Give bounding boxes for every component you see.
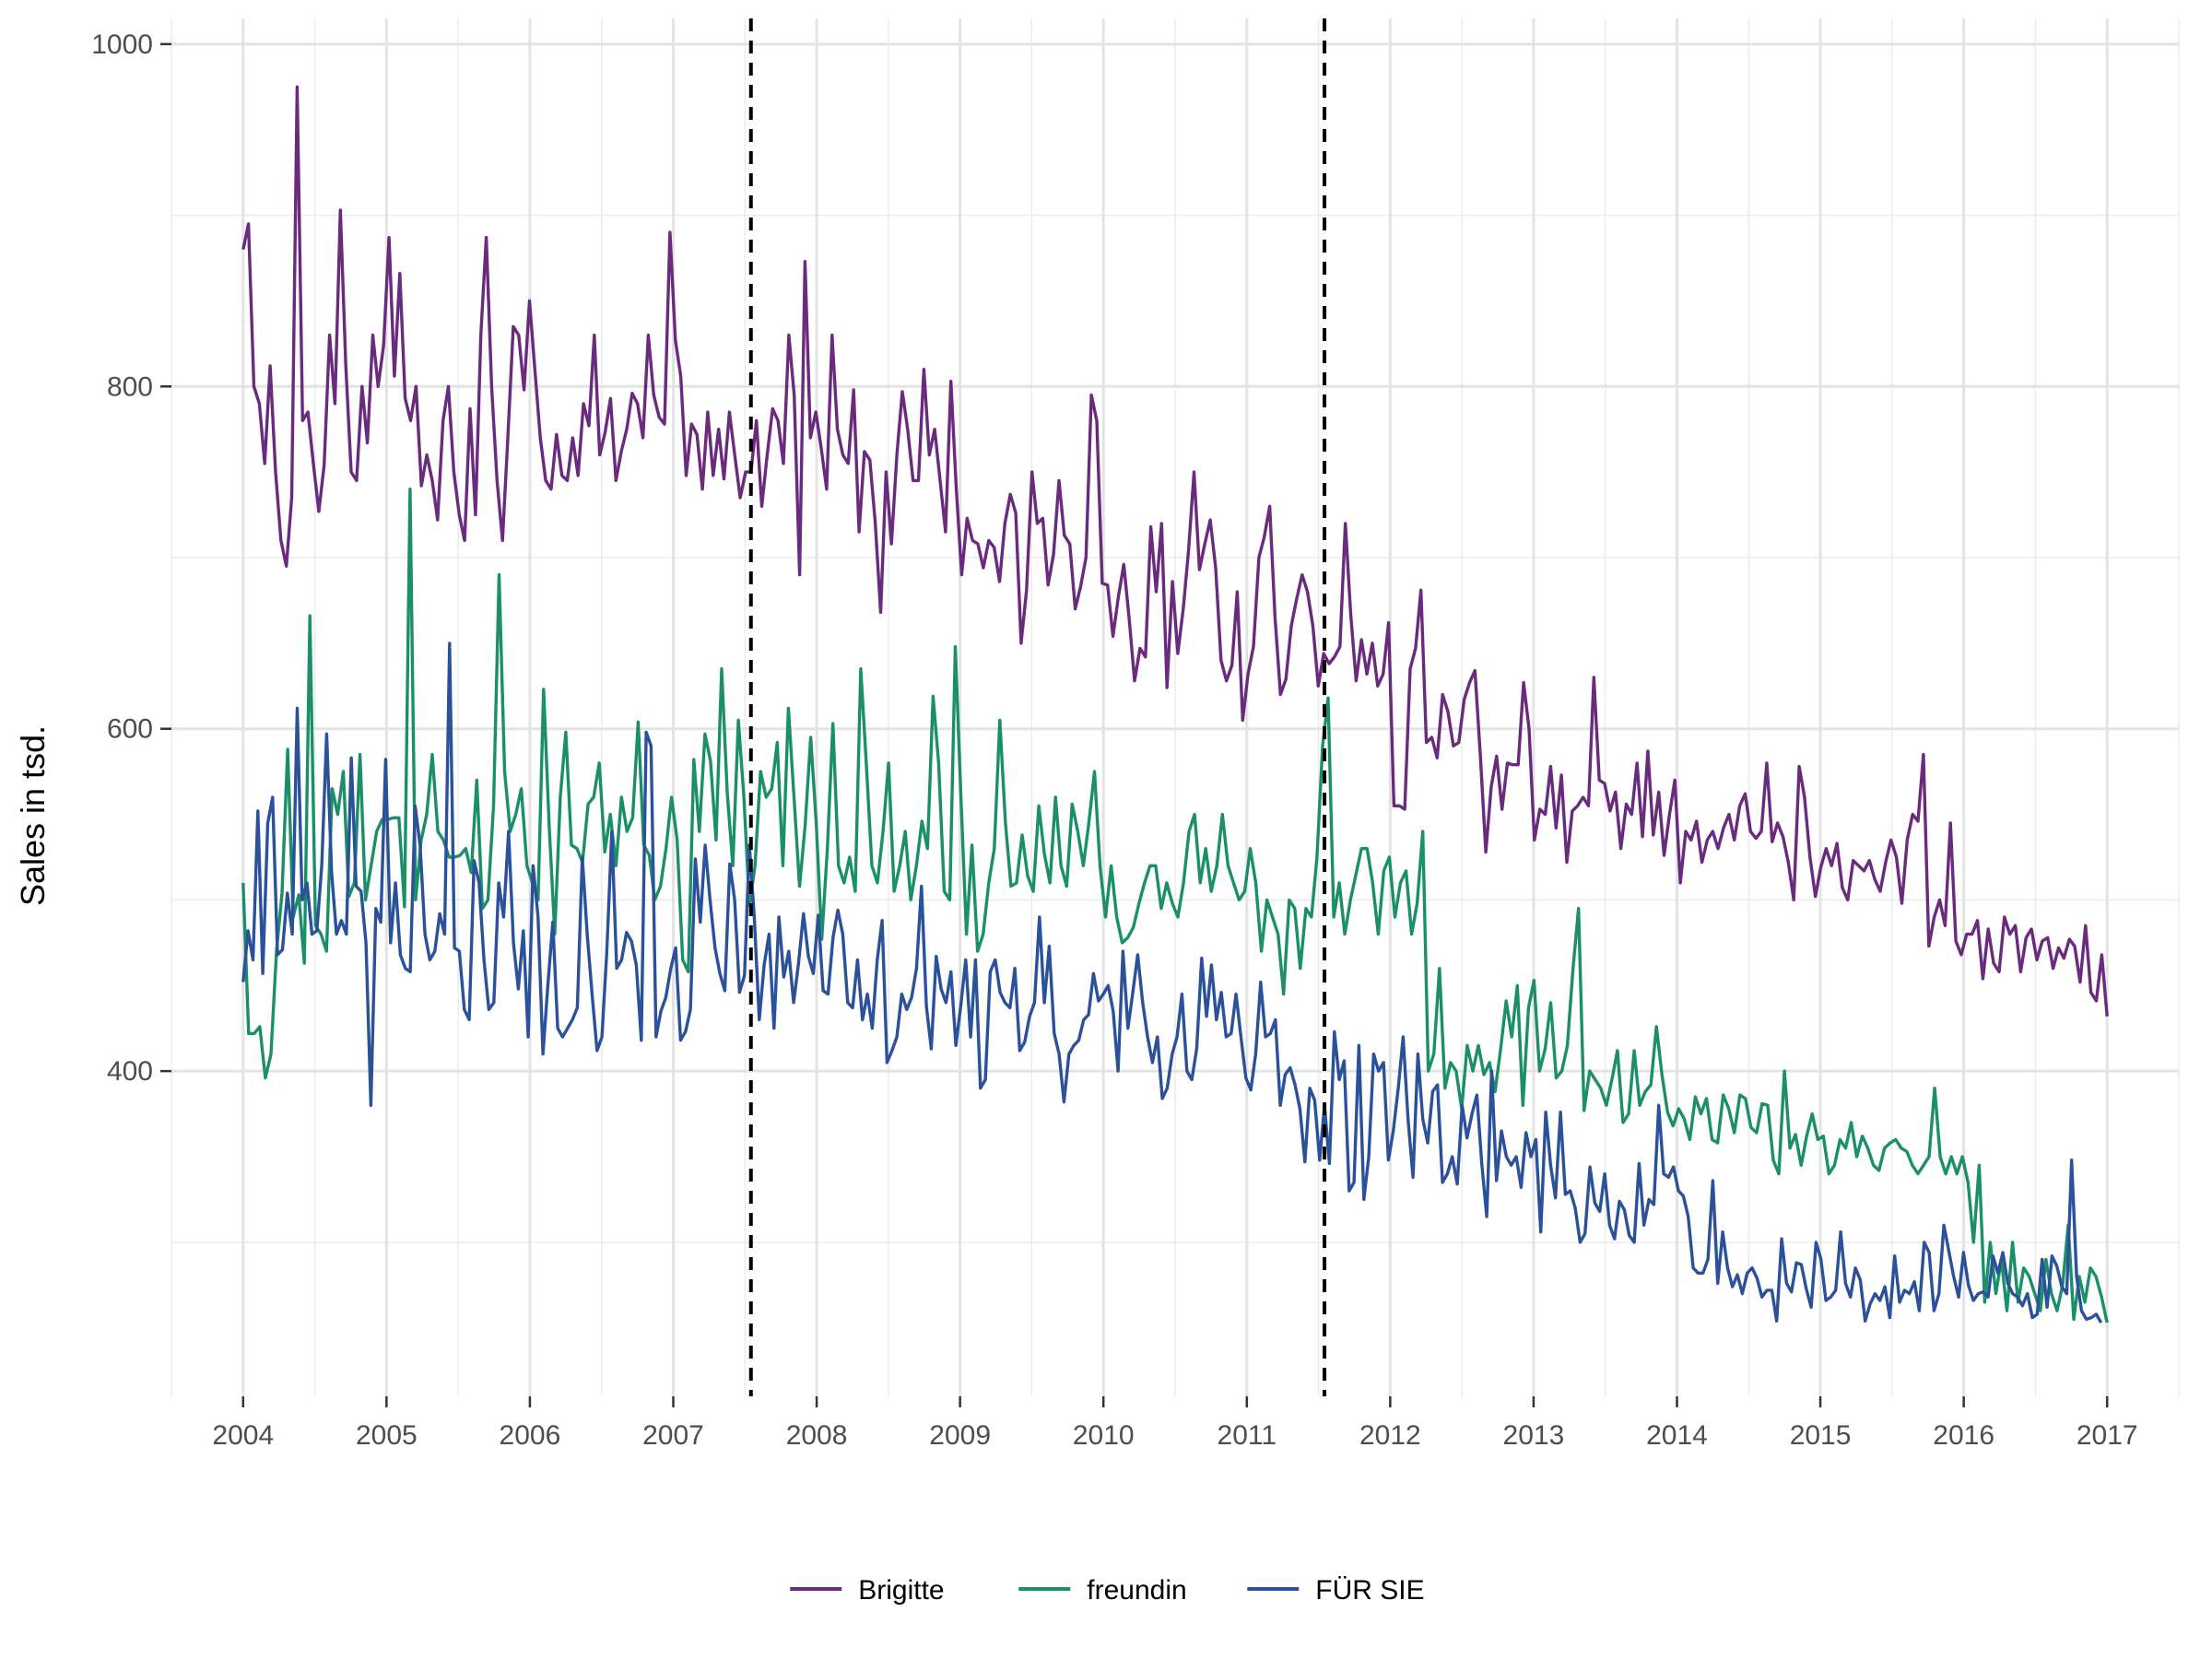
x-tick-label: 2014 xyxy=(1646,1420,1708,1451)
x-tick-label: 2010 xyxy=(1073,1420,1135,1451)
y-tick-label: 600 xyxy=(107,714,153,745)
x-tick-label: 2015 xyxy=(1790,1420,1852,1451)
x-tick-label: 2012 xyxy=(1359,1420,1421,1451)
y-tick-label: 1000 xyxy=(91,29,153,60)
x-tick-label: 2005 xyxy=(356,1420,418,1451)
x-tick-label: 2011 xyxy=(1218,1420,1277,1451)
y-tick-labels: 400 600 800 1000 xyxy=(91,29,153,1087)
x-tick-label: 2007 xyxy=(642,1420,704,1451)
series-line-freundin xyxy=(241,488,2109,1324)
x-tick-label: 2009 xyxy=(929,1420,991,1451)
grid xyxy=(160,18,2180,1407)
y-axis-title: Sales in tsd. xyxy=(14,725,52,906)
legend-label-brigitte: Brigitte xyxy=(858,1575,944,1606)
x-tick-label: 2016 xyxy=(1933,1420,1994,1451)
x-tick-labels: 2004 2005 2006 2007 2008 2009 2010 2011 2012 2013… xyxy=(212,1420,2137,1451)
reference-lines xyxy=(748,18,1327,1396)
legend-label-f-r-sie: FÜR SIE xyxy=(1315,1575,1424,1606)
series-line-brigitte xyxy=(241,85,2109,1017)
x-tick-label: 2017 xyxy=(2077,1420,2138,1451)
y-tick-label: 800 xyxy=(107,371,153,402)
x-tick-label: 2006 xyxy=(500,1420,561,1451)
series-lines xyxy=(241,85,2109,1324)
series-line-f-r-sie xyxy=(241,641,2103,1324)
x-tick-label: 2008 xyxy=(786,1420,848,1451)
y-tick-label: 400 xyxy=(107,1056,153,1087)
x-tick-label: 2013 xyxy=(1503,1420,1565,1451)
legend: Brigitte freundin FÜR SIE xyxy=(790,1575,1425,1606)
x-tick-label: 2004 xyxy=(212,1420,274,1451)
legend-label-freundin: freundin xyxy=(1087,1575,1186,1606)
